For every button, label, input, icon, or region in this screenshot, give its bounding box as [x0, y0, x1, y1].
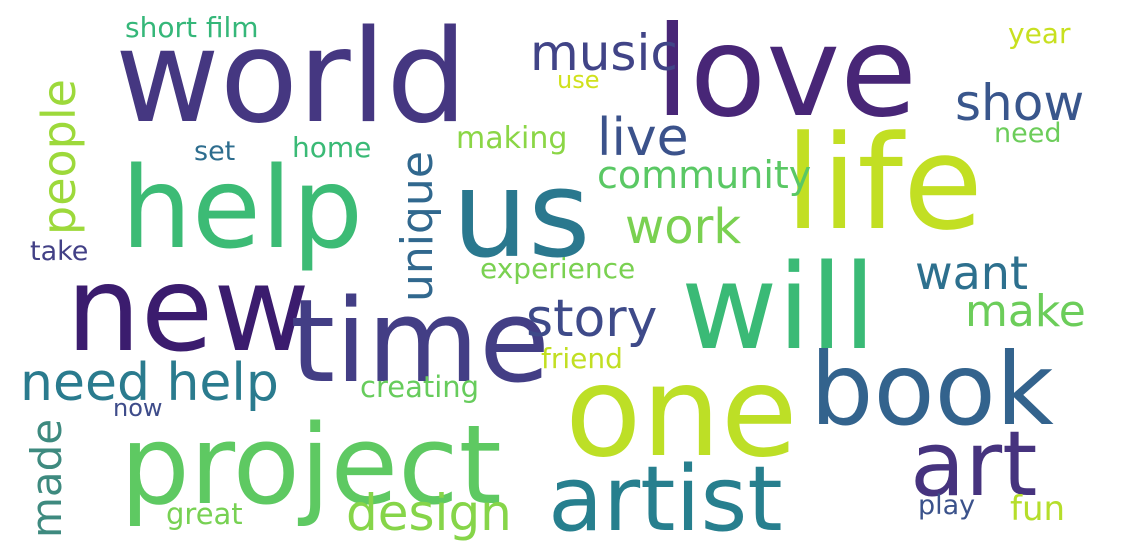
word-world: world [115, 3, 468, 152]
word-play: play [918, 490, 976, 521]
word-time: time [290, 275, 550, 409]
word-work: work [625, 199, 742, 255]
word-artist: artist [548, 447, 783, 548]
word-making: making [456, 121, 568, 156]
word-want: want [915, 246, 1029, 300]
word-life: life [785, 107, 983, 259]
word-made: made [22, 418, 71, 538]
word-creating: creating [360, 370, 480, 404]
word-book: book [810, 331, 1054, 448]
word-home: home [292, 131, 372, 164]
word-music: music [530, 24, 678, 82]
word-will: will [681, 238, 876, 376]
word-use: use [557, 66, 600, 94]
word-one: one [565, 340, 798, 485]
word-great: great [166, 497, 243, 531]
word-fun: fun [1010, 489, 1066, 529]
word-take: take [30, 236, 89, 267]
word-love: love [655, 0, 918, 145]
word-year: year [1008, 17, 1071, 50]
word-show: show [955, 74, 1085, 132]
word-short-film: short film [125, 11, 259, 44]
word-now: now [113, 394, 163, 422]
word-new: new [66, 240, 310, 378]
word-community: community [597, 153, 812, 197]
word-need-help: need help [20, 353, 279, 413]
word-project: project [120, 401, 502, 529]
word-art: art [910, 412, 1038, 517]
word-need: need [994, 118, 1062, 149]
word-set: set [194, 136, 236, 167]
word-unique: unique [392, 151, 443, 302]
word-design: design [346, 484, 512, 542]
word-people: people [32, 79, 86, 235]
word-experience: experience [480, 252, 636, 285]
word-friend: friend [541, 342, 623, 375]
word-us: us [452, 146, 591, 285]
word-live: live [597, 108, 689, 168]
word-make: make [965, 286, 1086, 337]
word-help: help [121, 144, 364, 274]
word-story: story [526, 289, 658, 349]
